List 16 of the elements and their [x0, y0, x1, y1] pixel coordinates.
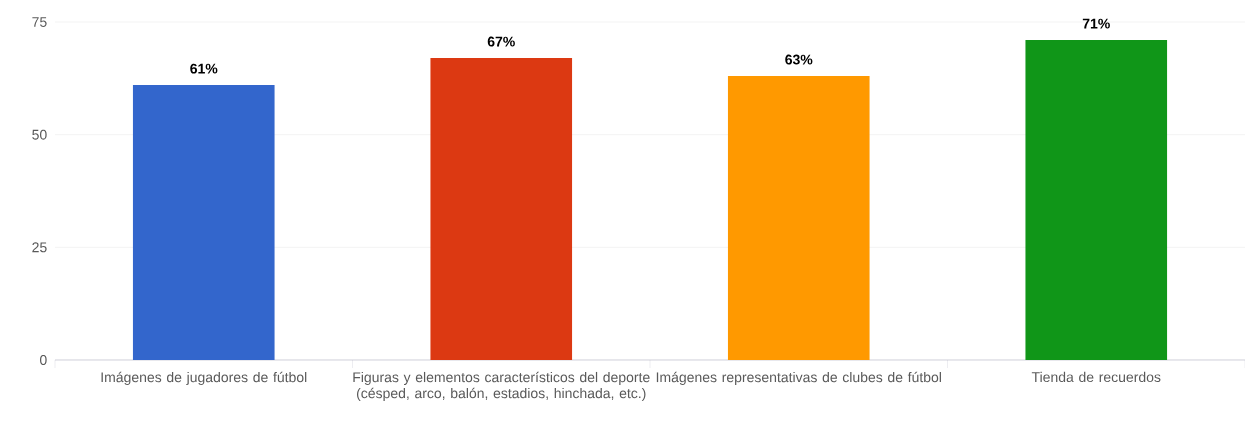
y-tick-label: 50: [32, 129, 47, 140]
bar: [1025, 40, 1168, 360]
y-tick-label: 75: [32, 17, 47, 27]
y-tick-label: 0: [39, 355, 47, 365]
x-tick-label: Figuras y elementos característicos del deporte (césped, arco, balón, estadios, hinchada, etc.): [353, 371, 650, 401]
data-label: 63%: [785, 54, 813, 65]
data-label: 67%: [487, 36, 515, 47]
y-tick-label: 25: [32, 242, 47, 253]
x-tick-label: Tienda de recuerdos: [1031, 371, 1161, 383]
data-label: 61%: [190, 63, 218, 74]
x-tick-label: Imágenes representativas de clubes de fútbol: [656, 371, 941, 385]
bar: [727, 76, 870, 360]
x-tick-label: Imágenes de jugadores de fútbol: [101, 371, 307, 385]
data-label: 71%: [1082, 18, 1110, 29]
bar: [430, 58, 573, 360]
bar: [132, 85, 275, 360]
